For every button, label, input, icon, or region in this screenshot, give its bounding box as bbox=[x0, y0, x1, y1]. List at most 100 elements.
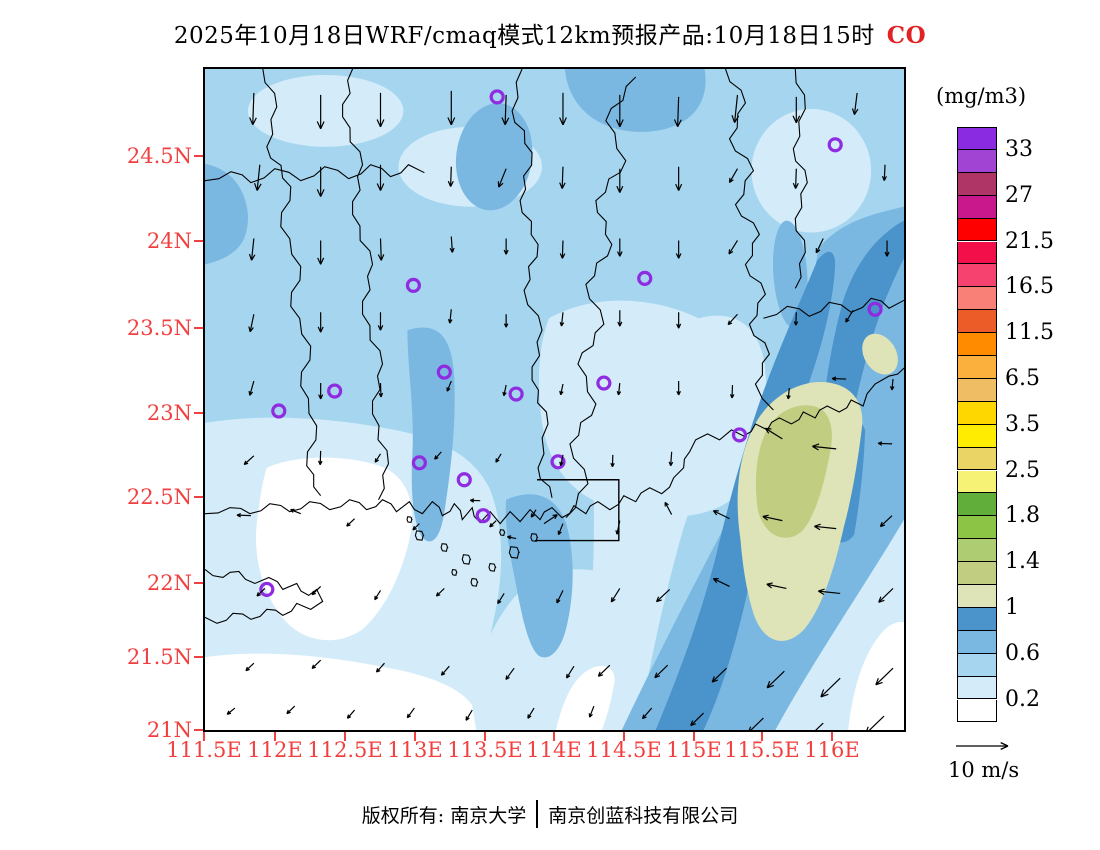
wind-arrow bbox=[845, 309, 854, 323]
wind-arrow bbox=[406, 707, 415, 719]
y-tick-mark bbox=[194, 240, 203, 242]
wind-arrow bbox=[731, 94, 740, 123]
wind-arrow bbox=[728, 168, 738, 184]
island-outline bbox=[440, 543, 449, 552]
wind-arrow bbox=[248, 238, 256, 261]
contour-region bbox=[255, 457, 412, 641]
colorbar-label: 0.2 bbox=[1005, 686, 1040, 712]
wind-arrow bbox=[615, 94, 624, 128]
province-border bbox=[565, 76, 637, 519]
city-marker bbox=[596, 375, 612, 391]
province-border bbox=[342, 69, 390, 500]
wind-arrow bbox=[588, 705, 595, 718]
wind-arrow bbox=[286, 705, 296, 715]
colorbar-block bbox=[957, 172, 997, 196]
contour-region bbox=[407, 327, 455, 542]
wind-arrow bbox=[762, 514, 783, 522]
city-marker bbox=[411, 455, 427, 471]
y-tick-label: 21N bbox=[146, 718, 192, 742]
city-marker bbox=[436, 364, 452, 380]
contour-region bbox=[823, 220, 904, 415]
wind-reference-glyph bbox=[956, 742, 1009, 750]
colorbar-label: 1 bbox=[1005, 594, 1019, 620]
colorbar-block bbox=[957, 470, 997, 494]
colorbar-label: 3.5 bbox=[1005, 411, 1040, 437]
wind-arrow bbox=[597, 664, 611, 677]
province-border bbox=[511, 69, 553, 498]
city-marker bbox=[827, 137, 843, 153]
colorbar-block bbox=[957, 424, 997, 448]
map-panel bbox=[203, 67, 906, 732]
x-tick-label: 114E bbox=[526, 738, 582, 762]
contour-region bbox=[505, 494, 573, 658]
province-border bbox=[262, 69, 322, 497]
wind-arrow bbox=[316, 166, 325, 197]
map-boundaries bbox=[205, 69, 904, 624]
city-markers bbox=[259, 89, 883, 598]
island-outline bbox=[470, 577, 479, 587]
x-tick-label: 116E bbox=[804, 738, 860, 762]
wind-arrow bbox=[712, 510, 730, 520]
y-tick-mark bbox=[194, 656, 203, 658]
wind-arrow bbox=[641, 707, 653, 720]
city-marker bbox=[405, 277, 421, 293]
colorbar-label: 33 bbox=[1005, 136, 1033, 162]
x-tick-mark bbox=[761, 732, 763, 741]
coastline bbox=[205, 367, 904, 525]
colorbar-block bbox=[957, 218, 997, 242]
wind-arrow bbox=[831, 376, 847, 381]
wind-arrow bbox=[316, 94, 325, 130]
wind-arrow bbox=[249, 92, 257, 126]
city-marker bbox=[550, 454, 566, 470]
x-tick-label: 113.5E bbox=[447, 738, 523, 762]
colorbar-block bbox=[957, 630, 997, 654]
wind-arrow bbox=[377, 312, 384, 331]
wind-arrow bbox=[447, 309, 453, 324]
y-tick-label: 24.5N bbox=[126, 144, 192, 168]
wind-arrow bbox=[654, 664, 669, 679]
wind-arrow bbox=[792, 96, 801, 124]
wind-arrow bbox=[793, 312, 799, 326]
wind-arrow bbox=[820, 677, 841, 698]
y-tick-label: 21.5N bbox=[126, 645, 192, 669]
colorbar-label: 11.5 bbox=[1005, 320, 1054, 346]
y-tick-label: 22N bbox=[146, 571, 192, 595]
colorbar-block bbox=[957, 378, 997, 402]
x-tick-mark bbox=[553, 732, 555, 741]
y-tick-mark bbox=[194, 582, 203, 584]
wind-arrow bbox=[440, 665, 450, 676]
wind-arrow bbox=[878, 587, 894, 603]
wind-arrow bbox=[317, 240, 325, 265]
wind-arrow bbox=[489, 520, 497, 528]
wind-arrow bbox=[290, 508, 301, 515]
colorbar-block bbox=[957, 310, 997, 334]
wind-arrow bbox=[728, 240, 738, 255]
wind-arrow bbox=[792, 168, 799, 189]
colorbar-label: 21.5 bbox=[1005, 228, 1054, 254]
wind-arrow bbox=[727, 313, 738, 326]
wind-arrow bbox=[374, 453, 382, 463]
contour-region bbox=[455, 103, 533, 211]
wind-arrow bbox=[446, 380, 452, 392]
x-tick-label: 112E bbox=[247, 738, 303, 762]
x-tick-mark bbox=[623, 732, 625, 741]
wind-arrow bbox=[786, 387, 791, 400]
wind-arrow bbox=[881, 164, 887, 181]
wind-arrow bbox=[814, 523, 837, 531]
wind-arrow bbox=[256, 587, 266, 597]
wind-arrow bbox=[434, 451, 442, 460]
wind-arrow bbox=[543, 514, 558, 525]
contour-region bbox=[205, 653, 477, 730]
wind-arrow bbox=[875, 667, 894, 686]
y-tick-mark bbox=[194, 729, 203, 731]
colorbar-label: 16.5 bbox=[1005, 274, 1054, 300]
contour-region bbox=[205, 163, 248, 265]
wind-arrow bbox=[676, 381, 681, 396]
species-label: CO bbox=[886, 22, 927, 49]
contour-region bbox=[247, 74, 404, 147]
contour-region bbox=[773, 220, 808, 329]
wind-reference-legend: 10 m/s bbox=[946, 730, 1076, 790]
wind-arrow bbox=[495, 453, 502, 463]
y-tick-mark bbox=[194, 155, 203, 157]
